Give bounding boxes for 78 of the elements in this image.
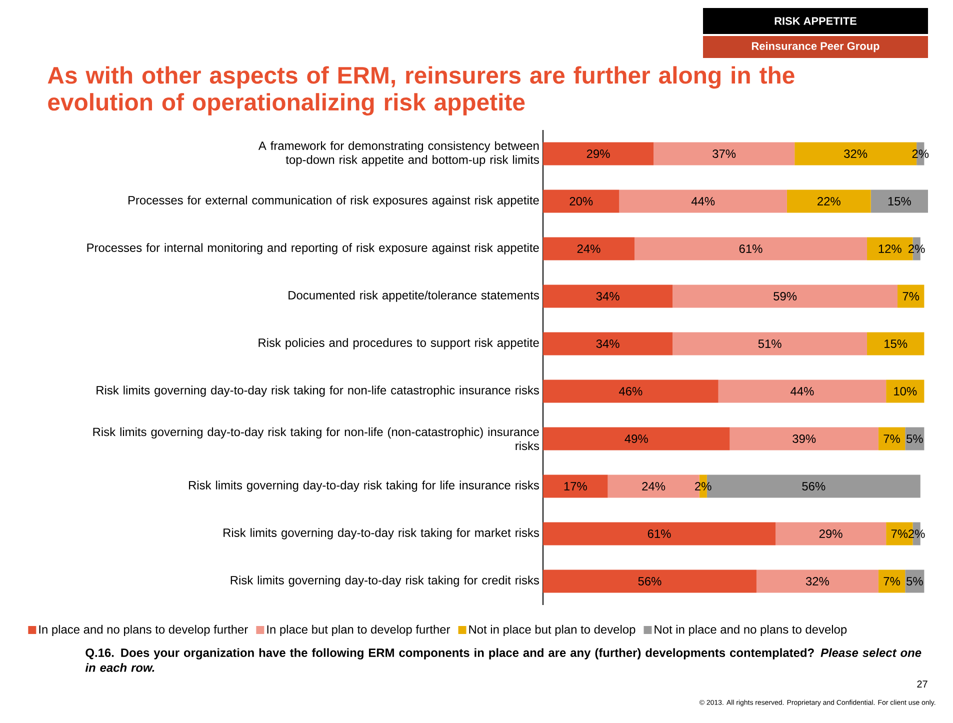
legend-label: Not in place and no plans to develop — [654, 624, 847, 636]
data-label: 10% — [894, 387, 917, 396]
bar — [543, 142, 654, 166]
bar — [543, 522, 776, 546]
bar — [878, 427, 906, 450]
y-tick-label: Risk limits governing day-to-day risk taking for life insurance risks — [189, 480, 539, 492]
legend-label: Not in place but plan to develop — [469, 624, 636, 636]
data-label: 37% — [712, 150, 736, 158]
bar — [672, 284, 898, 308]
data-label: 61% — [648, 530, 671, 538]
bar — [870, 190, 928, 213]
bar — [543, 474, 608, 498]
text: Q.16. Does your organization have the following ERM components in place and are any (further) developments contemplated? Please select one in each row. — [85, 648, 922, 672]
data-label: 61% — [739, 244, 762, 253]
bar — [543, 427, 730, 450]
bar — [543, 380, 718, 403]
data-label: 5% — [906, 434, 923, 443]
text: 27 — [917, 680, 928, 688]
data-label: 34% — [596, 292, 620, 300]
data-label: 49% — [624, 434, 648, 443]
data-label: 32% — [806, 577, 829, 586]
bar — [619, 190, 787, 213]
data-label: 59% — [774, 292, 797, 300]
data-label: 15% — [888, 197, 911, 206]
data-label: 34% — [596, 340, 620, 348]
data-label: 44% — [691, 197, 715, 206]
text: Reinsurance Peer Group — [752, 42, 880, 52]
bar — [718, 380, 886, 403]
legend-label: In place but plan to develop further — [267, 624, 450, 636]
bar — [898, 284, 924, 308]
bar — [730, 427, 878, 450]
data-label: 7% — [902, 292, 920, 300]
data-label: 24% — [577, 244, 600, 253]
data-label: 17% — [564, 482, 587, 490]
chart-title: As with other aspects of ERM, reinsurers are further along in the evolution of operationalizing risk appetite — [48, 66, 794, 116]
y-tick-label: Risk limits governing day-to-day risk taking for credit risks — [230, 576, 539, 587]
bar — [878, 570, 906, 593]
data-label: 39% — [792, 434, 816, 443]
data-label: 5% — [906, 577, 923, 586]
data-label: 22% — [818, 197, 840, 206]
y-tick-label: Risk limits governing day-to-day risk taking for market risks — [224, 528, 539, 540]
text: RISK APPETITE — [774, 17, 856, 25]
data-label: 12% — [878, 244, 902, 253]
bar — [786, 190, 871, 213]
bar — [543, 237, 634, 260]
data-label: 29% — [819, 530, 842, 538]
bar — [672, 332, 868, 356]
y-tick-label: Risk policies and procedures to support risk appetite — [258, 338, 539, 350]
bar — [543, 190, 620, 213]
legend-label: In place and no plans to develop further — [39, 624, 248, 636]
y-tick-label: Risk limits governing day-to-day risk taking for non-life catastrophic insurance risks — [96, 386, 539, 397]
data-label: 15% — [884, 340, 908, 348]
bar — [634, 237, 868, 260]
bar — [543, 332, 673, 356]
bar — [776, 522, 886, 546]
data-label: 32% — [844, 150, 868, 158]
data-label: 46% — [619, 387, 642, 396]
data-label: 24% — [642, 482, 666, 490]
y-tick-label: Risk limits governing day-to-day risk taking for non-life (non-catastrophic) insurance risks — [93, 427, 540, 450]
y-tick-label: Documented risk appetite/tolerance statements — [288, 290, 540, 302]
bar — [756, 570, 878, 593]
bar — [867, 332, 924, 356]
data-label: 56% — [802, 482, 826, 490]
y-tick-label: Processes for external communication of risk exposures against risk appetite — [128, 196, 539, 207]
data-label: 51% — [758, 340, 782, 348]
data-label: 20% — [570, 197, 593, 206]
data-label: 44% — [790, 387, 814, 396]
y-tick-label: A framework for demonstrating consistency between top-down risk appetite and bottom-up risk limits — [258, 141, 539, 166]
y-tick-label: Processes for internal monitoring and reporting of risk exposure against risk appetite — [87, 243, 539, 254]
data-label: 7% — [884, 577, 900, 586]
data-label: 7% — [884, 434, 900, 443]
bar — [654, 142, 795, 166]
data-label: 29% — [586, 150, 610, 158]
bar — [886, 380, 924, 403]
bar — [543, 570, 756, 593]
bar — [543, 284, 673, 308]
data-label: 7% — [891, 530, 908, 538]
data-label: 56% — [638, 577, 662, 586]
